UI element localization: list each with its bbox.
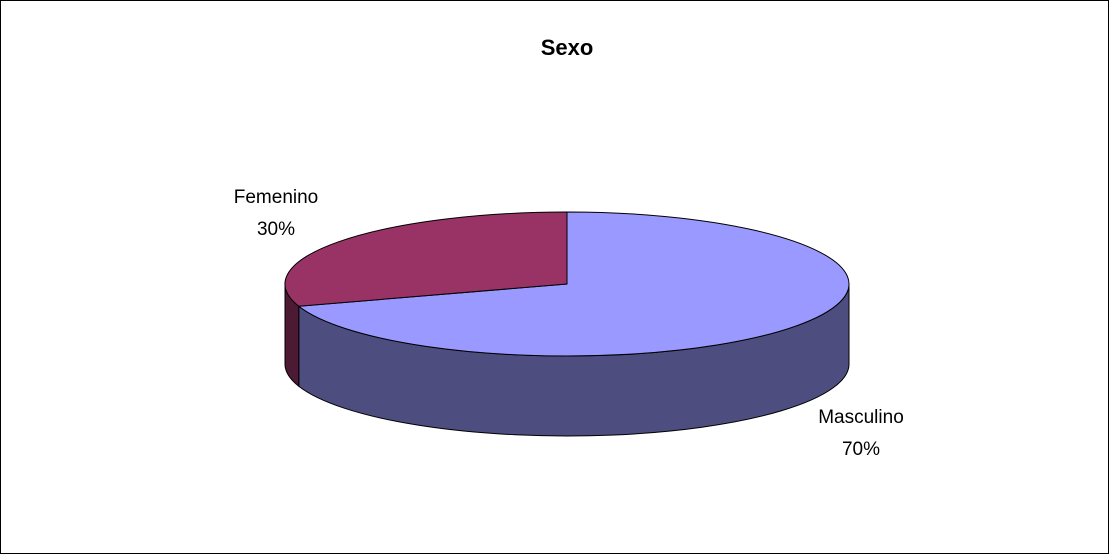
pie-group bbox=[284, 211, 850, 437]
slice-femenino bbox=[284, 211, 568, 307]
label-femenino-percent: 30% bbox=[257, 219, 295, 240]
label-masculino-name: Masculino bbox=[818, 407, 904, 428]
label-femenino-name: Femenino bbox=[234, 187, 319, 208]
label-masculino-percent: 70% bbox=[842, 439, 880, 460]
chart-title: Sexo bbox=[541, 35, 594, 60]
slice-masculino bbox=[297, 211, 850, 357]
